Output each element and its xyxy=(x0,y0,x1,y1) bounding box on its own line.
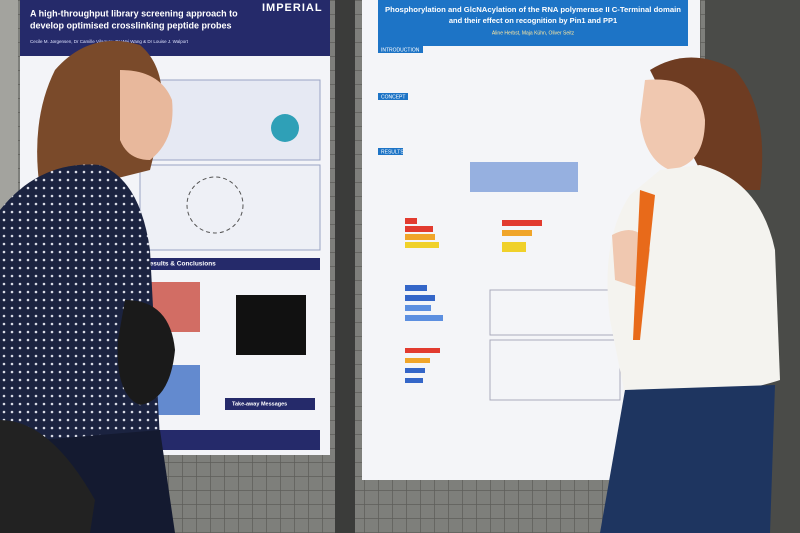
bar-figures xyxy=(405,218,542,383)
figure-bar xyxy=(405,285,427,291)
figure-bar xyxy=(502,230,532,236)
face xyxy=(120,70,173,160)
table xyxy=(470,162,578,192)
jeans xyxy=(600,385,775,533)
section-bar xyxy=(378,148,403,155)
section-bar xyxy=(225,398,315,410)
figure xyxy=(271,114,299,142)
section-title: RESULTS xyxy=(381,149,404,155)
poster-title: A high-throughput library screening appr… xyxy=(30,8,238,18)
panel xyxy=(139,164,321,251)
poster-title: and their effect on recognition by Pin1 … xyxy=(449,16,617,25)
section-title: Results & Conclusions xyxy=(145,261,216,268)
figure-bar xyxy=(405,315,443,321)
figure-bar xyxy=(405,368,425,373)
poster-header xyxy=(20,0,330,56)
bag xyxy=(117,300,175,405)
person-right xyxy=(600,57,780,533)
figure xyxy=(186,176,244,234)
section-title: CONCEPT xyxy=(381,94,405,100)
figure-bar xyxy=(405,305,431,311)
figure-bar xyxy=(405,378,423,383)
figure-bar xyxy=(405,348,440,353)
figure-bar xyxy=(405,218,417,224)
section-title: INTRODUCTION xyxy=(381,47,420,53)
poster-title: Phosphorylation and GlcNAcylation of the… xyxy=(385,5,681,14)
shirt xyxy=(0,164,160,450)
section-bar xyxy=(378,93,408,100)
lanyard xyxy=(633,190,655,340)
pole xyxy=(335,0,355,533)
section-bar xyxy=(135,258,320,270)
figure-bar xyxy=(405,358,430,363)
section-title: Take-away Messages xyxy=(232,401,287,407)
poster-title: develop optimised crosslinking peptide p… xyxy=(30,20,232,30)
figure-bar xyxy=(405,226,433,232)
backpack xyxy=(0,420,95,533)
figure-bar xyxy=(502,242,526,252)
figure-bar xyxy=(405,242,439,248)
poster-header xyxy=(378,0,688,46)
poster-authors: Aline Herbst, Maja Kühn, Oliver Seitz xyxy=(492,30,575,36)
face xyxy=(640,79,705,170)
person-left xyxy=(0,40,175,533)
figure-bar xyxy=(502,220,542,226)
poster-footer xyxy=(150,430,320,450)
figure-bar xyxy=(405,234,435,240)
figure-bar xyxy=(405,295,435,301)
section-bar xyxy=(378,46,423,53)
figure xyxy=(236,295,306,355)
brand: IMPERIAL xyxy=(262,2,323,14)
